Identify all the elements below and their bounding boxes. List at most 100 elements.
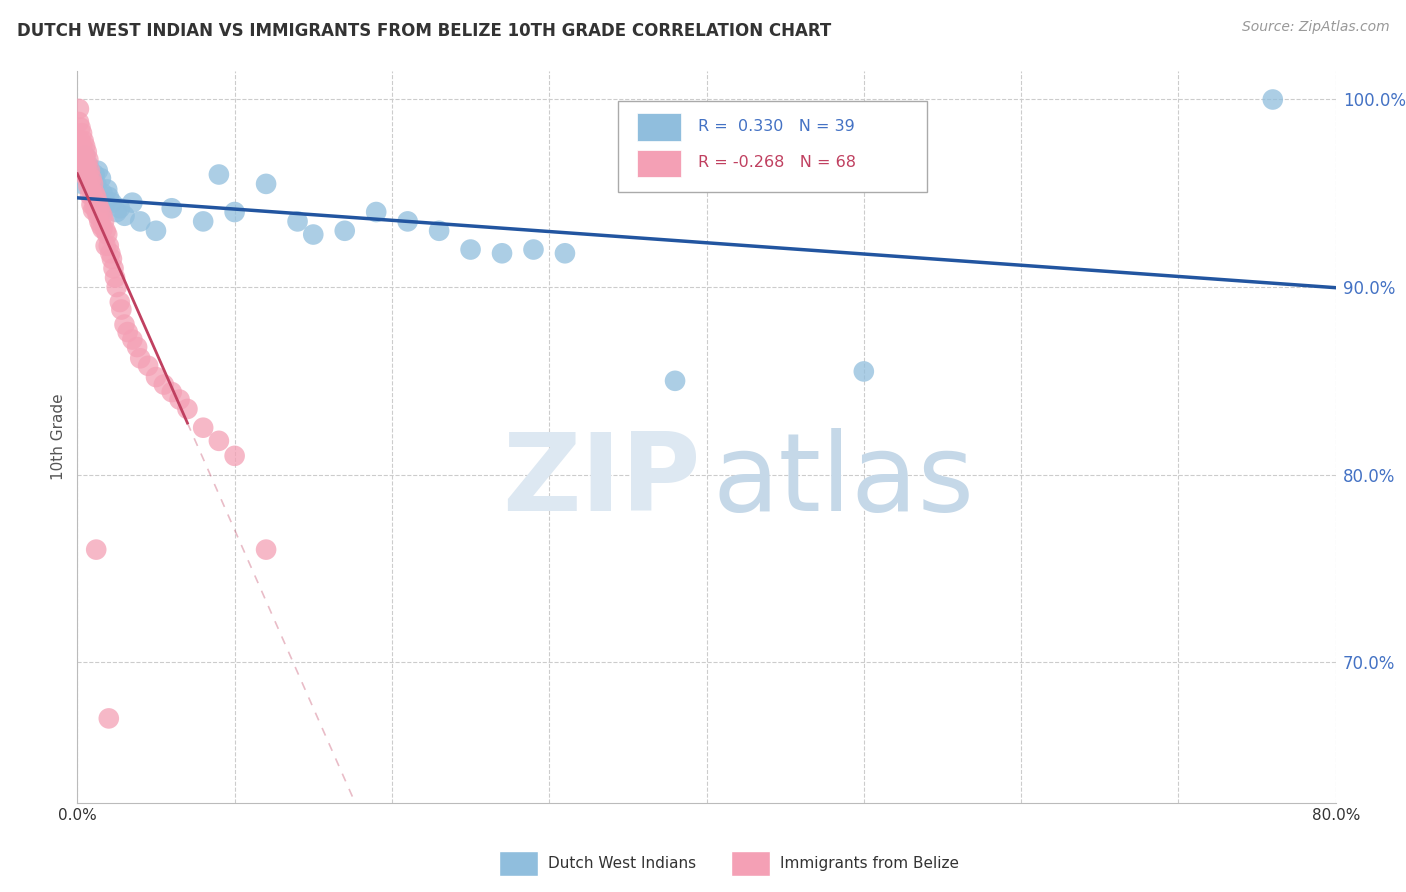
Point [191,214,215,228]
Point [145,370,167,384]
Point [136,359,159,373]
Point [76,145,98,159]
Point [69,134,91,148]
Point [75,149,97,163]
Point [97,190,120,204]
Point [103,261,125,276]
Point [84,203,107,218]
Point [110,302,132,317]
Point [89,201,111,215]
Point [94,224,117,238]
Text: Dutch West Indians: Dutch West Indians [548,856,696,871]
Point [191,420,215,434]
Point [84,177,107,191]
Point [302,227,325,242]
Point [101,195,124,210]
Point [427,224,450,238]
Point [176,401,198,416]
Text: atlas: atlas [713,428,974,534]
Text: R = -0.268   N = 68: R = -0.268 N = 68 [697,155,856,170]
Point [91,222,114,236]
Point [79,163,101,178]
Point [69,120,91,135]
Point [69,168,91,182]
Point [396,214,419,228]
Y-axis label: 10th Grade: 10th Grade [51,393,66,481]
Point [664,374,686,388]
Point [121,333,143,347]
Point [77,158,100,172]
Point [491,246,513,260]
Point [114,209,136,223]
Point [76,171,98,186]
Point [98,246,121,260]
Point [84,542,107,557]
Point [70,139,93,153]
Point [82,186,104,201]
Point [129,214,152,228]
Point [160,385,183,400]
Point [70,126,93,140]
Point [90,171,112,186]
Point [83,168,105,182]
Point [93,214,115,228]
Point [87,209,110,223]
Point [83,199,105,213]
Point [105,280,128,294]
Point [84,190,107,204]
Point [129,351,152,366]
Point [105,205,128,219]
Point [208,434,231,448]
Point [1261,93,1284,107]
Point [75,168,97,182]
Point [554,246,576,260]
Point [114,318,136,332]
Point [82,203,104,218]
Text: R =  0.330   N = 39: R = 0.330 N = 39 [697,119,855,134]
Point [224,449,246,463]
Point [90,218,112,232]
Point [70,153,93,167]
Point [69,145,91,159]
Point [80,171,103,186]
Point [121,195,143,210]
Point [96,182,118,196]
Point [76,158,98,172]
Point [254,177,277,191]
Point [67,115,90,129]
Point [70,177,93,191]
Point [90,205,112,219]
Point [287,214,309,228]
Point [79,188,101,202]
Point [91,186,114,201]
Point [117,325,139,339]
Point [366,205,388,219]
Point [77,153,100,167]
Point [89,214,111,228]
Point [522,243,544,257]
Text: ZIP: ZIP [502,428,700,534]
Point [72,149,94,163]
Point [67,102,90,116]
Point [101,252,124,266]
Point [97,711,120,725]
Point [333,224,356,238]
Point [72,163,94,178]
Text: Source: ZipAtlas.com: Source: ZipAtlas.com [1241,20,1389,34]
Point [96,227,118,242]
Point [94,195,117,210]
Point [208,168,231,182]
Point [87,163,110,178]
Point [145,224,167,238]
Point [254,542,277,557]
Point [87,195,110,210]
Point [83,186,105,201]
Bar [637,150,682,178]
Point [77,178,100,193]
Point [77,166,100,180]
Point [75,139,97,153]
Point [80,197,103,211]
Point [127,340,149,354]
Point [82,190,104,204]
Point [160,201,183,215]
